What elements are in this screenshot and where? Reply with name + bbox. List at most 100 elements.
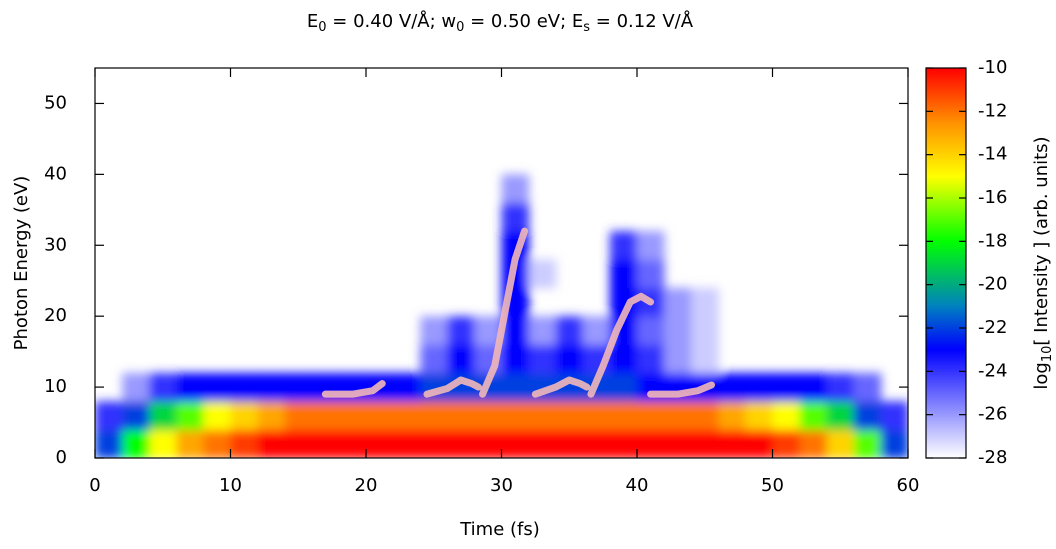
y-tick-label: 50	[44, 92, 67, 113]
heat-cell	[311, 429, 340, 458]
y-tick-label: 40	[44, 163, 67, 184]
cb-tick-label: -14	[978, 144, 1007, 165]
cb-tick-label: -22	[978, 317, 1007, 338]
heat-cell	[447, 401, 475, 431]
x-tick-label: 50	[761, 475, 784, 496]
heat-cell	[284, 372, 313, 402]
heat-cell	[745, 401, 773, 431]
heat-cell	[447, 429, 475, 458]
heat-cell	[664, 287, 692, 317]
heat-cell	[284, 429, 313, 458]
heat-cell	[555, 316, 584, 346]
y-tick-label: 10	[44, 376, 67, 397]
trajectory-line	[423, 376, 482, 398]
heat-cell	[338, 401, 367, 431]
title-part: = 0.40 V/Å; w	[327, 10, 457, 32]
heat-cell	[95, 401, 123, 431]
heat-cell	[393, 429, 421, 458]
trajectory-line	[531, 376, 591, 398]
heat-cell	[637, 429, 665, 458]
heat-cell	[637, 401, 665, 431]
title-part: = 0.12 V/Å	[590, 10, 694, 32]
x-tick-label: 40	[626, 475, 649, 496]
title-part: E	[307, 11, 318, 32]
heat-cell	[176, 429, 204, 458]
heat-cell	[230, 429, 259, 458]
heat-cell	[582, 429, 611, 458]
heat-cell	[257, 401, 286, 431]
heat-cell	[447, 316, 475, 346]
x-axis-label: Time (fs)	[459, 519, 540, 540]
heat-cell	[609, 372, 638, 402]
heat-cell	[718, 372, 746, 402]
cb-tick-label: -28	[978, 447, 1007, 468]
heat-cell	[393, 372, 421, 402]
heat-cell	[420, 316, 448, 346]
heat-cell	[691, 401, 719, 431]
heatmap	[95, 174, 908, 458]
x-tick-label: 20	[355, 475, 378, 496]
y-axis-label: Photon Energy (eV)	[11, 176, 32, 351]
heat-cell	[176, 401, 204, 431]
heat-cell	[664, 401, 692, 431]
heat-cell	[826, 429, 855, 458]
heat-cell	[230, 401, 259, 431]
heat-cell	[609, 231, 638, 260]
heat-cell	[230, 372, 259, 402]
heat-cell	[149, 372, 177, 402]
heat-cell	[637, 344, 665, 374]
heat-cell	[528, 429, 557, 458]
heat-cell	[420, 401, 448, 431]
cb-tick-label: -10	[978, 57, 1007, 78]
heat-cell	[203, 429, 231, 458]
trajectory-line	[479, 227, 529, 398]
heat-cell	[664, 344, 692, 374]
heat-cell	[149, 401, 177, 431]
heat-cell	[95, 429, 123, 458]
heat-cell	[637, 316, 665, 346]
heat-cell	[447, 344, 475, 374]
cb-label-part: log	[1031, 362, 1052, 389]
cb-label-part: [ Intensity ] (arb. units)	[1031, 136, 1052, 345]
heat-cell	[718, 401, 746, 431]
heat-cell	[528, 401, 557, 431]
trajectory-line	[587, 292, 655, 398]
heat-cell	[528, 316, 557, 346]
heat-cell	[799, 401, 828, 431]
heat-cell	[609, 344, 638, 374]
colorbar-label: log10[ Intensity ] (arb. units)	[1031, 136, 1055, 389]
chart-title: E0 = 0.40 V/Å; w0 = 0.50 eV; Es = 0.12 V…	[307, 10, 694, 35]
heat-cell	[122, 401, 150, 431]
heat-cell	[203, 372, 231, 402]
heat-cell	[528, 259, 557, 289]
heat-cell	[122, 372, 150, 402]
heatmap-cells	[95, 174, 908, 458]
trajectory-line	[321, 380, 386, 398]
heat-cell	[691, 429, 719, 458]
heat-cell	[366, 429, 394, 458]
heat-cell	[772, 429, 801, 458]
x-tick-label: 60	[897, 475, 920, 496]
heat-cell	[880, 401, 908, 431]
heat-cell	[664, 429, 692, 458]
cb-tick-label: -12	[978, 100, 1007, 121]
heat-cell	[555, 344, 584, 374]
x-tick-label: 0	[89, 475, 100, 496]
x-tick-label: 30	[490, 475, 513, 496]
heat-cell	[257, 372, 286, 402]
heat-cell	[501, 202, 530, 232]
heat-cell	[501, 372, 530, 402]
heat-cell	[799, 429, 828, 458]
cb-label-sub: 10	[1040, 346, 1055, 363]
heat-cell	[853, 372, 882, 402]
heat-cell	[637, 231, 665, 260]
title-sub: s	[583, 20, 590, 35]
heat-cell	[555, 429, 584, 458]
heat-cell	[311, 401, 340, 431]
heat-cell	[366, 401, 394, 431]
cb-tick-label: -24	[978, 360, 1007, 381]
heat-cell	[420, 344, 448, 374]
heat-cell	[393, 401, 421, 431]
heat-cell	[637, 259, 665, 289]
